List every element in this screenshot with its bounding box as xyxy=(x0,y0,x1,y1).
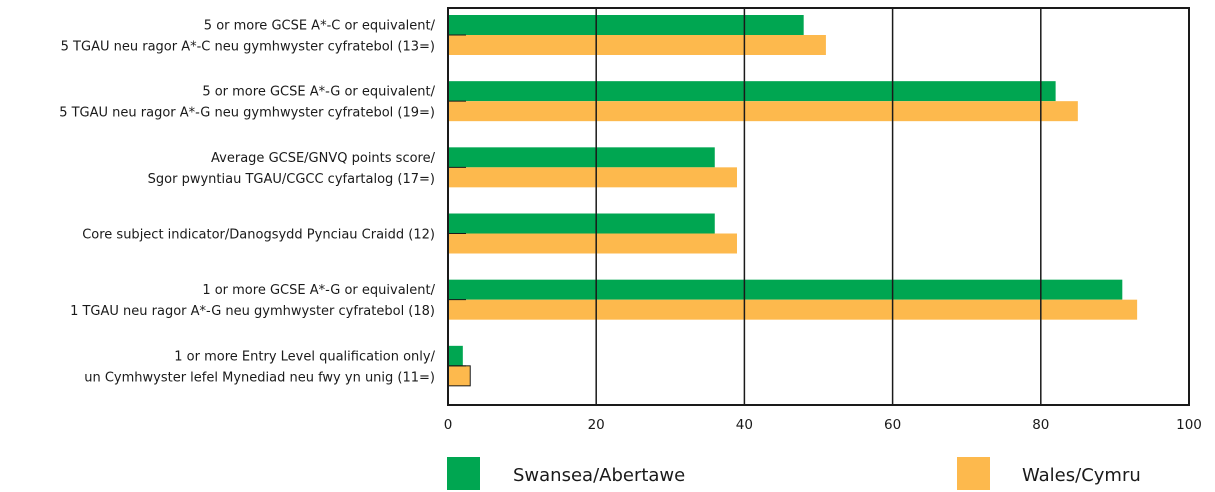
legend-label-wales: Wales/Cymru xyxy=(1022,465,1141,486)
category-label-1-line-0: 5 or more GCSE A*-G or equivalent/ xyxy=(202,85,435,100)
bar-wales-3 xyxy=(448,233,737,254)
bar-wales-1 xyxy=(448,101,1078,122)
category-label-1-line-1: 5 TGAU neu ragor A*-G neu gymhwyster cyf… xyxy=(59,106,435,121)
bar-wales-0 xyxy=(448,35,826,55)
legend-label-swansea: Swansea/Abertawe xyxy=(513,465,685,486)
legend: Swansea/Abertawe Wales/Cymru xyxy=(447,457,1141,490)
legend-swatch-swansea xyxy=(447,457,480,490)
legend-swatch-wales xyxy=(957,457,990,490)
bars xyxy=(447,15,1138,387)
category-label-0-line-1: 5 TGAU neu ragor A*-C neu gymhwyster cyf… xyxy=(61,40,435,55)
category-label-4-line-0: 1 or more GCSE A*-G or equivalent/ xyxy=(202,283,435,298)
category-label-5-line-1: un Cymhwyster lefel Mynediad neu fwy yn … xyxy=(84,370,435,385)
x-tick-label-80: 80 xyxy=(1032,417,1049,433)
bar-swansea-0 xyxy=(448,15,804,35)
bar-swansea-3 xyxy=(448,213,715,234)
category-label-5-line-0: 1 or more Entry Level qualification only… xyxy=(174,349,435,364)
x-tick-label-100: 100 xyxy=(1176,417,1202,433)
category-label-0-line-0: 5 or more GCSE A*-C or equivalent/ xyxy=(204,19,436,34)
bar-swansea-5 xyxy=(448,345,463,366)
bar-swansea-1 xyxy=(448,81,1056,102)
x-tick-label-20: 20 xyxy=(588,417,605,433)
category-labels: 5 or more GCSE A*-C or equivalent/5 TGAU… xyxy=(59,19,435,386)
x-tick-label-40: 40 xyxy=(736,417,753,433)
plot-frame xyxy=(447,7,1190,406)
bar-swansea-2 xyxy=(448,147,715,168)
bar-wales-5 xyxy=(447,365,471,387)
category-label-2-line-0: Average GCSE/GNVQ points score/ xyxy=(211,151,436,166)
bar-wales-4 xyxy=(448,299,1138,320)
bar-wales-2 xyxy=(448,167,737,188)
category-label-3-line-0: Core subject indicator/Danogsydd Pynciau… xyxy=(82,228,435,243)
gridlines xyxy=(595,8,1042,405)
x-tick-label-60: 60 xyxy=(884,417,901,433)
x-tick-label-0: 0 xyxy=(444,417,453,433)
bar-swansea-4 xyxy=(448,279,1123,300)
x-axis-ticks: 0 20 40 60 80 100 xyxy=(444,417,1202,433)
category-label-2-line-1: Sgor pwyntiau TGAU/CGCC cyfartalog (17=) xyxy=(148,172,435,187)
category-label-4-line-1: 1 TGAU neu ragor A*-G neu gymhwyster cyf… xyxy=(70,304,435,319)
